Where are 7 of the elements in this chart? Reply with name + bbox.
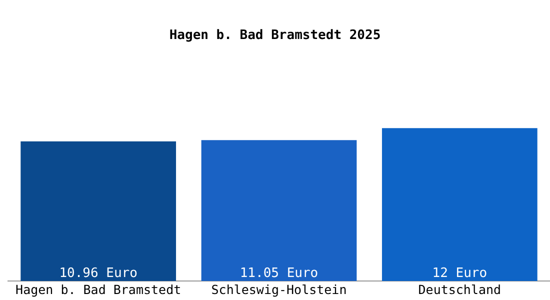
- x-tick-label: Hagen b. Bad Bramstedt: [16, 282, 182, 297]
- chart-title: Hagen b. Bad Bramstedt 2025: [169, 28, 381, 44]
- data-label: 10.96 Euro: [59, 266, 138, 281]
- x-tick-label: Deutschland: [418, 282, 502, 297]
- data-label: 12 Euro: [432, 266, 488, 281]
- x-tick-label: Schleswig-Holstein: [211, 282, 347, 297]
- data-label: 11.05 Euro: [240, 266, 318, 281]
